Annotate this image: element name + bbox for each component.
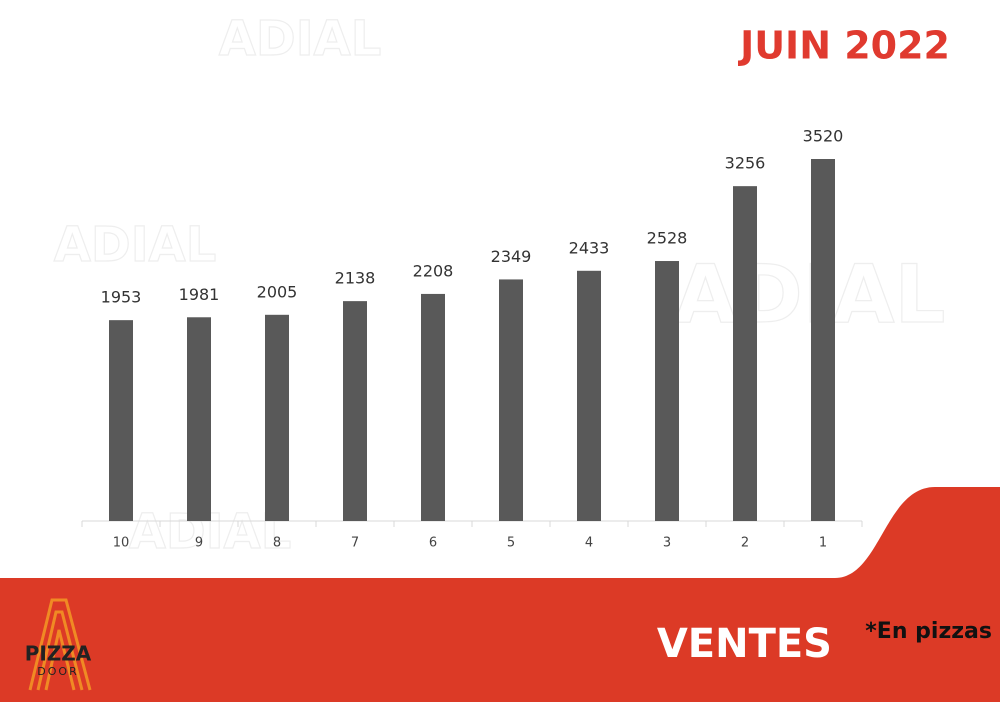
x-tick-label: 8 bbox=[273, 536, 281, 551]
x-tick-label: 3 bbox=[663, 536, 671, 551]
data-label: 1981 bbox=[179, 285, 220, 304]
bar bbox=[577, 270, 601, 521]
x-tick-label: 6 bbox=[429, 536, 437, 551]
x-tick-label: 10 bbox=[113, 536, 130, 551]
footer-title: VENTES bbox=[657, 621, 832, 667]
x-tick-label: 5 bbox=[507, 536, 515, 551]
x-tick-label: 9 bbox=[195, 536, 203, 551]
bar bbox=[109, 320, 133, 521]
bar bbox=[265, 314, 289, 521]
data-label: 2138 bbox=[335, 269, 376, 288]
data-label: 2349 bbox=[491, 247, 532, 266]
data-label: 2528 bbox=[647, 229, 688, 248]
plot-area: 10 1953 9 1981 8 2005 7 2138 6 2208 5 2349 4 2433 3 252… bbox=[81, 127, 863, 551]
x-tick-label: 2 bbox=[741, 536, 749, 551]
data-label: 3520 bbox=[803, 127, 844, 146]
footer-band bbox=[0, 487, 1000, 702]
bar bbox=[421, 293, 445, 521]
bar bbox=[343, 301, 367, 521]
data-label: 2433 bbox=[569, 238, 610, 257]
watermark: ADIAL bbox=[675, 248, 946, 341]
x-tick-label: 7 bbox=[351, 536, 359, 551]
data-label: 3256 bbox=[725, 154, 766, 173]
bar bbox=[187, 317, 211, 521]
watermark: ADIAL bbox=[219, 11, 382, 67]
data-label: 1953 bbox=[101, 288, 142, 307]
logo-text: DOOR bbox=[37, 665, 78, 678]
x-tick-label: 1 bbox=[819, 536, 827, 551]
logo-text: PIZZA bbox=[25, 642, 92, 666]
chart-title: JUIN 2022 bbox=[737, 24, 950, 68]
footer-note: *En pizzas bbox=[865, 619, 992, 644]
bar bbox=[811, 159, 835, 521]
bar bbox=[733, 186, 757, 521]
logo-mark bbox=[28, 598, 92, 691]
bar bbox=[655, 261, 679, 521]
watermark: ADIAL bbox=[54, 217, 217, 273]
data-label: 2005 bbox=[257, 282, 298, 301]
bar bbox=[499, 279, 523, 521]
x-tick-label: 4 bbox=[585, 536, 593, 551]
data-label: 2208 bbox=[413, 261, 454, 280]
